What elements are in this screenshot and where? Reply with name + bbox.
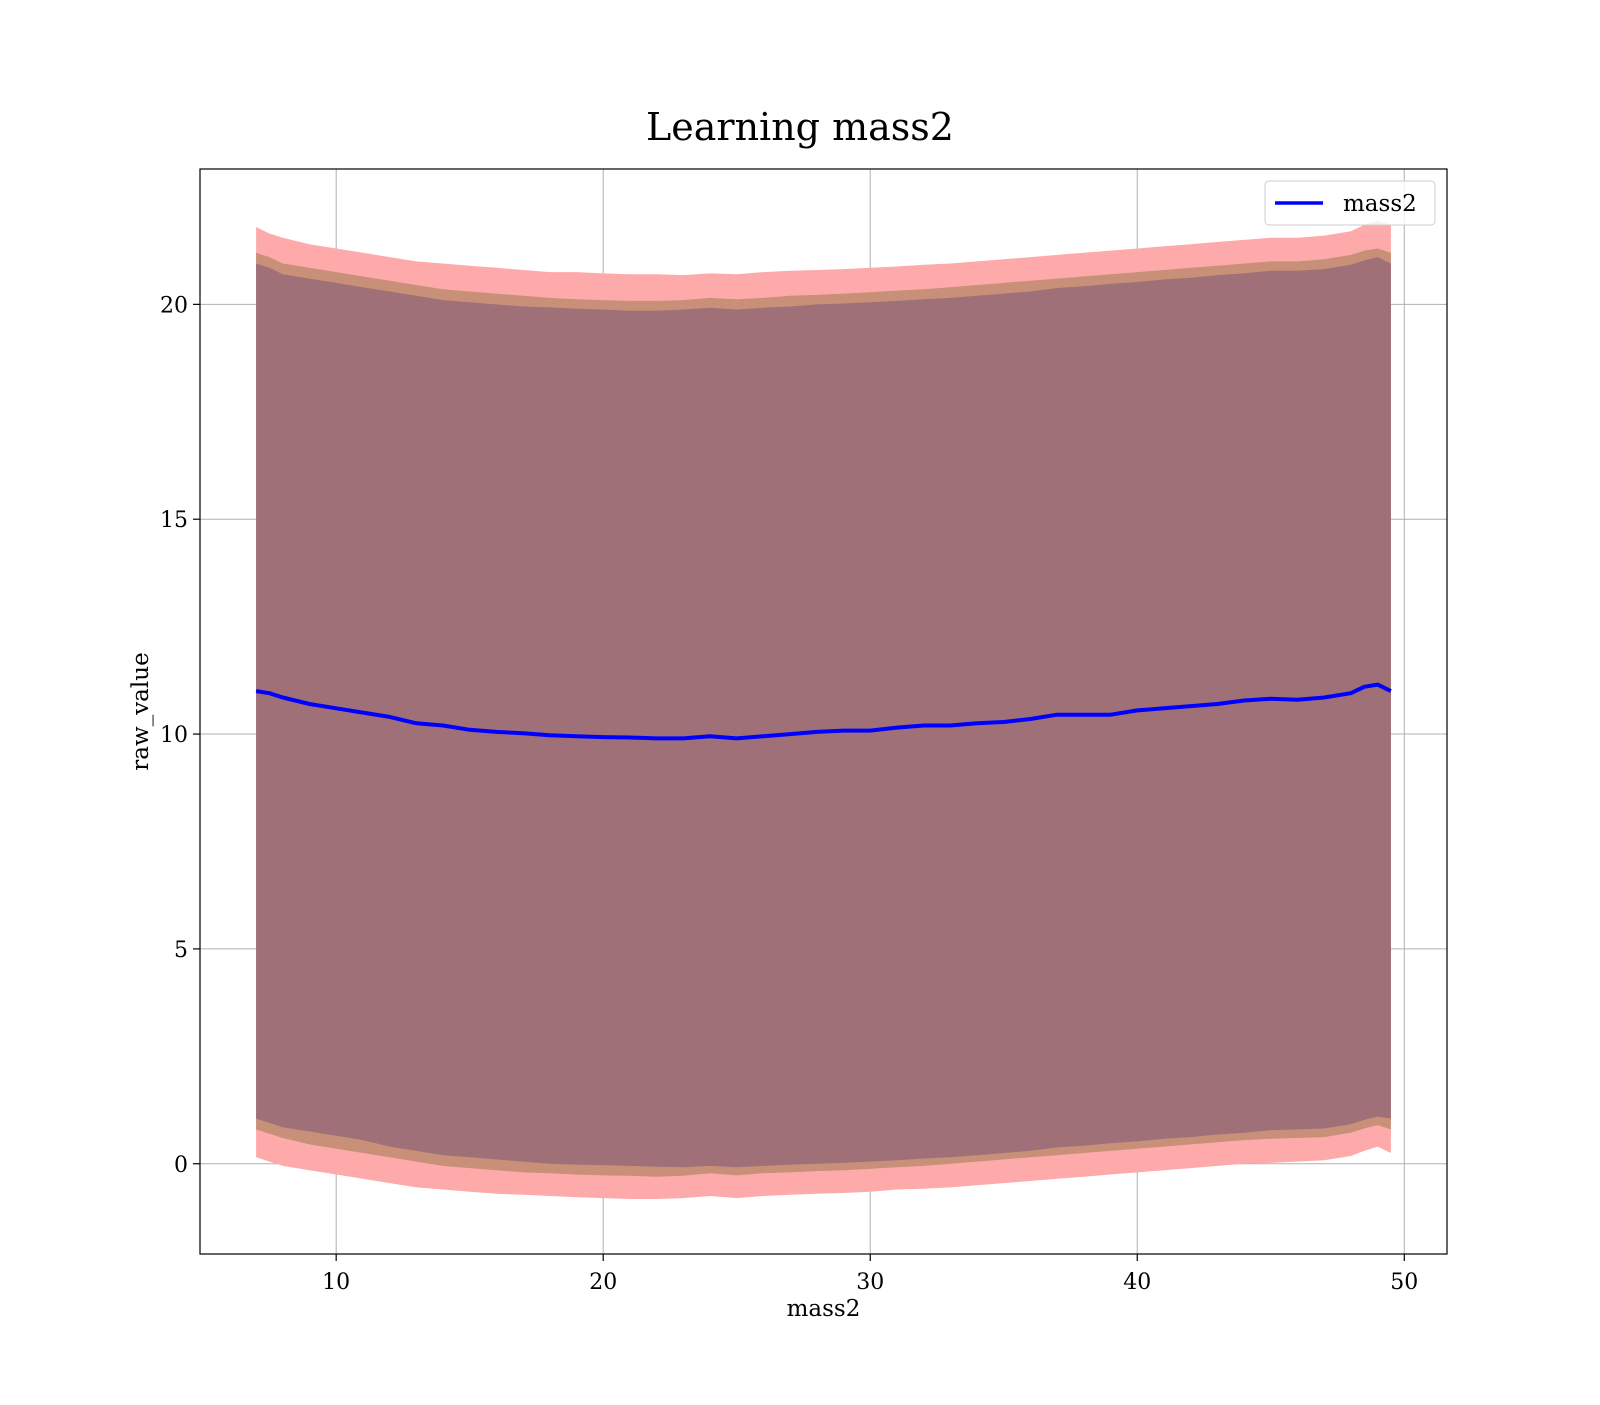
inner-band	[256, 257, 1391, 1168]
x-tick-label-20: 20	[589, 1270, 617, 1295]
plot-frame	[199, 168, 1448, 1255]
legend: mass2	[1264, 180, 1436, 226]
y-tick-label-5: 5	[174, 938, 188, 963]
x-tick-label-10: 10	[322, 1270, 350, 1295]
x-tick-label-30: 30	[856, 1270, 884, 1295]
y-tick-label-0: 0	[174, 1153, 188, 1178]
legend-box	[1264, 180, 1436, 226]
x-axis-label: mass2	[787, 1296, 861, 1322]
y-tick-label-10: 10	[160, 723, 188, 748]
chart-title: Learning mass2	[646, 105, 954, 149]
y-axis-label: raw_value	[128, 652, 154, 770]
tick-layer: 10 20 30 40 50 0 5 10 15 20	[160, 293, 1418, 1295]
legend-label-mass2: mass2	[1343, 191, 1417, 217]
series-line-mass2	[255, 682, 1392, 741]
x-tick-label-40: 40	[1123, 1270, 1151, 1295]
line-layer	[255, 682, 1392, 741]
y-tick-label-20: 20	[160, 293, 188, 318]
band-layer	[256, 220, 1391, 1200]
y-tick-label-15: 15	[160, 508, 188, 533]
x-tick-label-50: 50	[1390, 1270, 1418, 1295]
